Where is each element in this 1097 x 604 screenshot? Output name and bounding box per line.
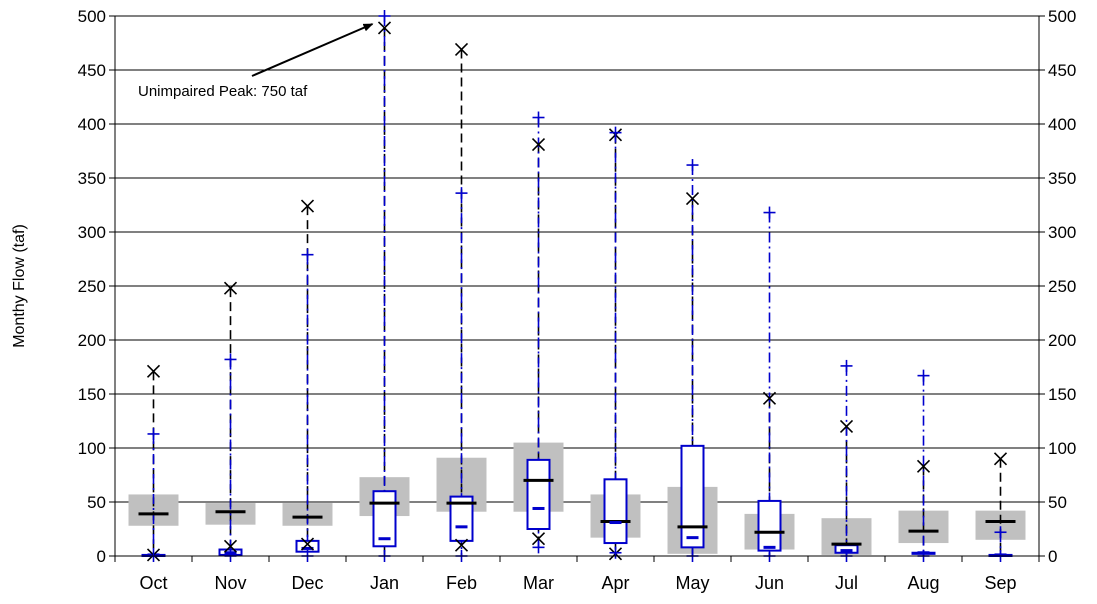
y-tick-label-right: 250 bbox=[1048, 277, 1076, 296]
x-tick-label: Sep bbox=[984, 573, 1016, 593]
blue-box bbox=[603, 478, 628, 545]
min-marker-x bbox=[531, 532, 546, 546]
max-marker-plus bbox=[686, 159, 699, 172]
y-tick-label-right: 150 bbox=[1048, 385, 1076, 404]
y-tick-label-left: 100 bbox=[78, 439, 106, 458]
y-tick-label-right: 350 bbox=[1048, 169, 1076, 188]
blue-box bbox=[757, 499, 782, 552]
y-tick-label-right: 400 bbox=[1048, 115, 1076, 134]
max-marker-x bbox=[377, 21, 392, 35]
max-marker-x bbox=[685, 191, 700, 206]
max-marker-plus bbox=[224, 353, 237, 366]
max-marker-plus bbox=[532, 111, 545, 124]
min-marker-plus bbox=[609, 546, 622, 559]
max-marker-plus bbox=[609, 126, 622, 139]
blue-box bbox=[680, 444, 705, 549]
x-tick-label: Apr bbox=[601, 573, 629, 593]
blue-box bbox=[372, 490, 397, 548]
max-marker-x bbox=[762, 391, 777, 405]
max-marker-plus bbox=[147, 427, 160, 440]
x-marker-stroke bbox=[531, 137, 546, 152]
y-tick-label-left: 350 bbox=[78, 169, 106, 188]
max-marker-plus bbox=[301, 248, 314, 261]
min-marker-x bbox=[223, 539, 238, 553]
x-tick-label: Dec bbox=[291, 573, 323, 593]
min-marker-x bbox=[454, 538, 469, 552]
y-tick-label-left: 400 bbox=[78, 115, 106, 134]
x-tick-label: Oct bbox=[139, 573, 167, 593]
min-marker-x bbox=[300, 537, 315, 551]
y-tick-label-right: 450 bbox=[1048, 61, 1076, 80]
x-marker-stroke bbox=[762, 391, 777, 405]
y-tick-label-right: 0 bbox=[1048, 547, 1057, 566]
gridlines bbox=[115, 15, 1039, 503]
x-marker-stroke bbox=[454, 538, 469, 552]
max-marker-plus bbox=[917, 369, 930, 382]
blue-box bbox=[526, 458, 551, 531]
x-marker-stroke bbox=[916, 459, 931, 473]
x-marker-stroke bbox=[993, 452, 1008, 466]
plot-area bbox=[128, 10, 1026, 562]
x-marker-stroke bbox=[300, 199, 315, 213]
x-marker-stroke bbox=[300, 537, 315, 551]
x-marker-stroke bbox=[839, 419, 854, 433]
y-tick-label-right: 500 bbox=[1048, 7, 1076, 26]
blue-box bbox=[449, 495, 474, 542]
x-marker-stroke bbox=[454, 42, 469, 57]
y-tick-label-left: 50 bbox=[87, 493, 106, 512]
max-marker-plus bbox=[455, 187, 468, 200]
x-tick-label: Feb bbox=[446, 573, 477, 593]
axes: 0 0 50 50 100 100 150 150 200 200 250 250 300 300 350 3… bbox=[78, 7, 1077, 593]
x-tick-label: Nov bbox=[214, 573, 246, 593]
x-marker-stroke bbox=[146, 364, 161, 378]
y-tick-label-left: 200 bbox=[78, 331, 106, 350]
y-tick-label-left: 0 bbox=[97, 547, 106, 566]
annotation-arrow bbox=[251, 23, 374, 77]
x-marker-stroke bbox=[223, 539, 238, 553]
max-marker-x bbox=[993, 452, 1008, 466]
annotation-text: Unimpaired Peak: 750 taf bbox=[138, 83, 308, 100]
max-marker-x bbox=[300, 199, 315, 213]
max-marker-x bbox=[916, 459, 931, 473]
y-axis-title: Monthy Flow (taf) bbox=[11, 224, 28, 348]
y-tick-label-left: 300 bbox=[78, 223, 106, 242]
y-tick-label-right: 100 bbox=[1048, 439, 1076, 458]
x-marker-stroke bbox=[377, 21, 392, 35]
max-marker-plus bbox=[763, 206, 776, 219]
y-tick-label-right: 300 bbox=[1048, 223, 1076, 242]
max-marker-plus bbox=[840, 359, 853, 372]
max-marker-x bbox=[454, 42, 469, 57]
annotations: Unimpaired Peak: 750 taf bbox=[138, 23, 374, 100]
y-tick-label-left: 500 bbox=[78, 7, 106, 26]
max-marker-plus bbox=[378, 10, 391, 22]
x-tick-label: May bbox=[675, 573, 709, 593]
x-tick-label: Aug bbox=[907, 573, 939, 593]
y-tick-label-right: 50 bbox=[1048, 493, 1067, 512]
max-marker-x bbox=[839, 419, 854, 433]
x-tick-label: Mar bbox=[523, 573, 554, 593]
y-tick-label-left: 150 bbox=[78, 385, 106, 404]
x-marker-stroke bbox=[685, 191, 700, 206]
max-marker-x bbox=[146, 364, 161, 378]
x-tick-label: Jul bbox=[835, 573, 858, 593]
y-tick-label-right: 200 bbox=[1048, 331, 1076, 350]
x-tick-label: Jan bbox=[370, 573, 399, 593]
y-tick-label-left: 450 bbox=[78, 61, 106, 80]
y-tick-label-left: 250 bbox=[78, 277, 106, 296]
max-marker-x bbox=[531, 137, 546, 152]
x-marker-stroke bbox=[223, 281, 238, 295]
min-marker-plus bbox=[532, 541, 545, 554]
max-marker-plus bbox=[994, 526, 1007, 539]
max-marker-x bbox=[223, 281, 238, 295]
x-tick-label: Jun bbox=[755, 573, 784, 593]
x-marker-stroke bbox=[531, 532, 546, 546]
